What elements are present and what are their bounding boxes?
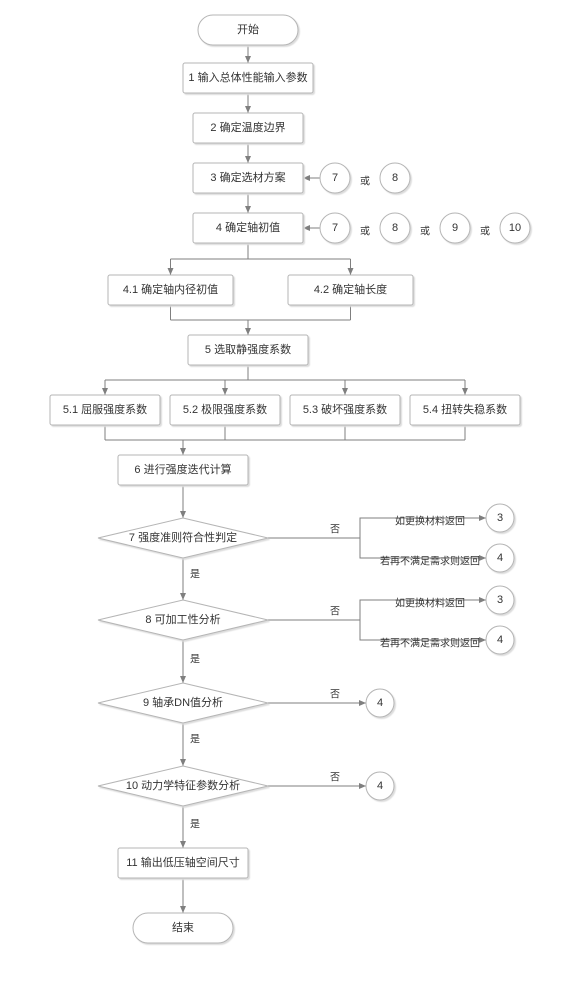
svg-text:否: 否 (330, 606, 340, 618)
svg-text:3 确定选材方案: 3 确定选材方案 (210, 170, 285, 184)
svg-text:否: 否 (330, 524, 340, 536)
svg-text:是: 是 (190, 569, 200, 581)
svg-text:5.4 扭转失稳系数: 5.4 扭转失稳系数 (423, 402, 507, 416)
svg-text:或: 或 (360, 226, 370, 238)
svg-text:是: 是 (190, 819, 200, 831)
svg-text:4: 4 (497, 552, 503, 564)
svg-text:是: 是 (190, 654, 200, 666)
svg-text:若再不满足需求则返回: 若再不满足需求则返回 (380, 555, 480, 568)
svg-text:否: 否 (330, 772, 340, 784)
svg-text:或: 或 (420, 226, 430, 238)
svg-text:8: 8 (392, 172, 398, 184)
svg-text:7: 7 (332, 222, 338, 234)
svg-text:9: 9 (452, 222, 458, 234)
svg-text:4: 4 (377, 780, 383, 792)
svg-text:5 选取静强度系数: 5 选取静强度系数 (205, 342, 291, 356)
svg-text:8 可加工性分析: 8 可加工性分析 (145, 612, 220, 626)
svg-text:4.2 确定轴长度: 4.2 确定轴长度 (314, 282, 387, 296)
svg-text:开始: 开始 (237, 22, 259, 36)
svg-text:9 轴承DN值分析: 9 轴承DN值分析 (143, 695, 223, 709)
svg-text:7: 7 (332, 172, 338, 184)
svg-text:10: 10 (509, 222, 521, 234)
svg-text:8: 8 (392, 222, 398, 234)
svg-text:是: 是 (190, 734, 200, 746)
svg-text:4: 4 (497, 634, 503, 646)
svg-text:或: 或 (360, 176, 370, 188)
svg-text:4.1 确定轴内径初值: 4.1 确定轴内径初值 (123, 282, 218, 296)
flowchart-svg: 开始 1 输入总体性能输入参数 2 确定温度边界 3 确定选材方案 4 确定轴初值 4.1… (0, 0, 575, 1000)
svg-text:如更换材料返回: 如更换材料返回 (395, 515, 465, 528)
svg-text:11 输出低压轴空间尺寸: 11 输出低压轴空间尺寸 (126, 855, 239, 869)
svg-text:3: 3 (497, 594, 503, 606)
svg-text:5.1 屈服强度系数: 5.1 屈服强度系数 (63, 402, 147, 416)
svg-text:4: 4 (377, 697, 383, 709)
svg-text:1 输入总体性能输入参数: 1 输入总体性能输入参数 (188, 70, 307, 84)
svg-text:2 确定温度边界: 2 确定温度边界 (210, 120, 285, 134)
svg-text:若再不满足需求则返回: 若再不满足需求则返回 (380, 637, 480, 650)
svg-text:如更换材料返回: 如更换材料返回 (395, 597, 465, 610)
svg-text:结束: 结束 (172, 921, 194, 934)
svg-text:10 动力学特征参数分析: 10 动力学特征参数分析 (126, 778, 240, 792)
svg-text:3: 3 (497, 512, 503, 524)
svg-text:否: 否 (330, 689, 340, 701)
svg-text:或: 或 (480, 226, 490, 238)
svg-text:5.2 极限强度系数: 5.2 极限强度系数 (183, 402, 267, 416)
svg-text:4 确定轴初值: 4 确定轴初值 (216, 220, 280, 234)
svg-text:5.3 破坏强度系数: 5.3 破坏强度系数 (303, 402, 387, 416)
svg-text:7 强度准则符合性判定: 7 强度准则符合性判定 (129, 530, 237, 544)
svg-text:6 进行强度迭代计算: 6 进行强度迭代计算 (134, 462, 231, 476)
